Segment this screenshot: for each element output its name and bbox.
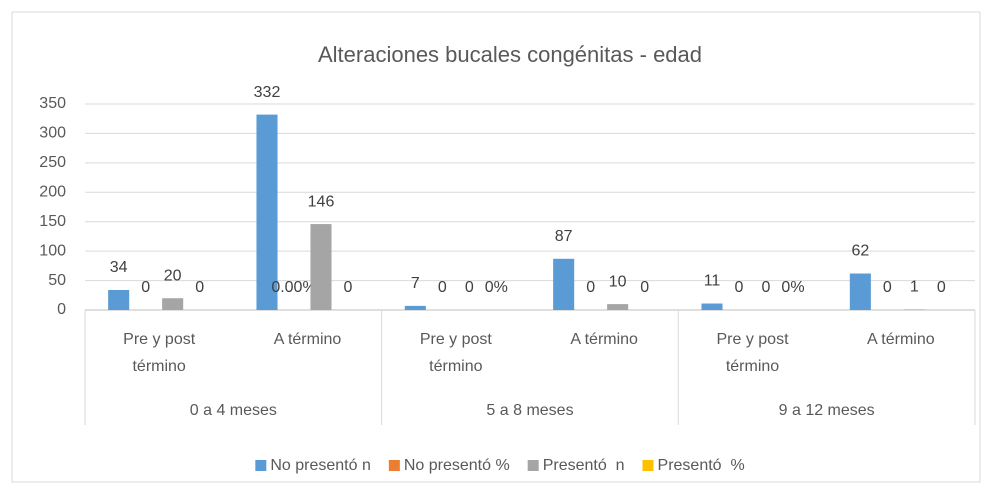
x-tick-label: Pre y post término — [419, 331, 492, 375]
group-label: 9 a 12 meses — [779, 402, 875, 419]
data-label: 87 — [555, 228, 573, 245]
bar — [256, 114, 278, 310]
bar — [701, 303, 723, 310]
x-tick-label: Pre y post término — [123, 331, 196, 375]
data-label: 11 — [704, 273, 721, 290]
y-tick-label: 250 — [39, 154, 66, 171]
legend-label: No presentó n — [270, 457, 371, 474]
y-tick-label: 50 — [48, 272, 66, 289]
bar — [108, 289, 130, 310]
data-label: 7 — [411, 275, 420, 292]
x-tick-label: A término — [570, 331, 638, 348]
data-label: 34 — [110, 259, 128, 276]
y-tick-label: 350 — [39, 95, 66, 112]
data-label: 0 — [937, 279, 946, 296]
data-label: 0.00% — [271, 279, 316, 296]
data-label: 0 — [438, 279, 447, 296]
data-label: 0 — [465, 279, 474, 296]
legend-label: Presentó n — [543, 457, 625, 474]
data-label: 0 — [883, 279, 892, 296]
bar — [162, 298, 184, 310]
legend-label: Presentó % — [658, 457, 745, 474]
group-label: 5 a 8 meses — [486, 402, 573, 419]
x-tick-label: A término — [867, 331, 935, 348]
bar — [849, 273, 871, 310]
data-label: 20 — [164, 267, 182, 284]
y-tick-label: 200 — [39, 184, 66, 201]
y-tick-label: 300 — [39, 125, 66, 142]
data-label: 1 — [910, 279, 919, 296]
data-label: 0 — [195, 279, 204, 296]
data-label: 0 — [586, 279, 595, 296]
chart-title: Alteraciones bucales congénitas - edad — [318, 42, 702, 67]
data-label: 146 — [308, 193, 335, 210]
data-label: 0 — [141, 279, 150, 296]
bar — [903, 309, 925, 310]
data-label: 0 — [640, 279, 649, 296]
bar — [607, 304, 629, 310]
y-tick-label: 0 — [57, 301, 66, 318]
bar — [404, 305, 426, 310]
bar — [553, 258, 575, 310]
x-tick-label: Pre y post término — [716, 331, 789, 375]
data-label: 62 — [851, 243, 869, 260]
data-label: 0 — [344, 279, 353, 296]
legend-swatch — [388, 460, 400, 471]
y-tick-label: 150 — [39, 213, 66, 230]
data-label: 0% — [781, 279, 804, 296]
data-label: 0% — [485, 279, 508, 296]
data-label: 10 — [609, 273, 627, 290]
data-label: 0 — [735, 279, 744, 296]
data-label: 332 — [254, 84, 281, 101]
x-tick-label: A término — [273, 331, 342, 348]
data-label: 0 — [762, 279, 771, 296]
legend-swatch — [642, 460, 654, 471]
legend-label: No presentó % — [404, 457, 510, 474]
group-label: 0 a 4 meses — [190, 402, 277, 419]
legend-swatch — [527, 460, 539, 471]
legend-swatch — [255, 460, 267, 471]
y-tick-label: 100 — [39, 242, 66, 259]
chart-frame — [11, 11, 981, 483]
bar — [310, 224, 332, 310]
